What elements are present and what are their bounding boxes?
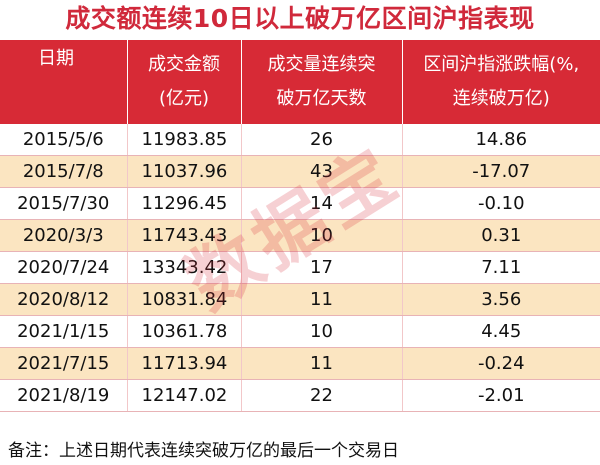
cell-change: 0.31 [402, 219, 600, 252]
cell-days: 22 [241, 379, 403, 412]
header-date-line1: 日期 [38, 48, 74, 69]
table-row: 2021/7/15 11713.94 11 -0.24 [0, 347, 600, 380]
table-row: 2015/5/6 11983.85 26 14.86 [0, 124, 600, 156]
cell-days: 17 [241, 251, 403, 284]
cell-date: 2021/8/19 [0, 379, 128, 412]
cell-days: 26 [241, 124, 403, 156]
header-amount-line2: (亿元) [158, 88, 210, 109]
cell-change: 14.86 [402, 124, 600, 156]
cell-amount: 13343.42 [127, 251, 242, 284]
cell-days: 11 [241, 283, 403, 316]
table-body: 2015/5/6 11983.85 26 14.86 2015/7/8 11037.96 4… [0, 124, 600, 412]
header-days-line2: 破万亿天数 [276, 88, 367, 109]
cell-date: 2020/3/3 [0, 219, 128, 252]
cell-change: 3.56 [402, 283, 600, 316]
header-date: 日期 [0, 40, 128, 124]
cell-date: 2021/1/15 [0, 315, 128, 348]
table-row: 2015/7/8 11037.96 43 -17.07 [0, 155, 600, 188]
cell-days: 43 [241, 155, 403, 188]
cell-days: 10 [241, 315, 403, 348]
cell-amount: 11713.94 [127, 347, 242, 380]
cell-change: 4.45 [402, 315, 600, 348]
cell-date: 2020/7/24 [0, 251, 128, 284]
header-days-line1: 成交量连续突 [267, 54, 376, 75]
cell-change: -17.07 [402, 155, 600, 188]
cell-amount: 11743.43 [127, 219, 242, 252]
table-row: 2021/8/19 12147.02 22 -2.01 [0, 379, 600, 412]
cell-days: 14 [241, 187, 403, 220]
header-change: 区间沪指涨跌幅(%, 连续破万亿) [402, 40, 600, 124]
cell-change: -2.01 [402, 379, 600, 412]
table-row: 2015/7/30 11296.45 14 -0.10 [0, 187, 600, 220]
cell-date: 2020/8/12 [0, 283, 128, 316]
cell-days: 11 [241, 347, 403, 380]
cell-amount: 12147.02 [127, 379, 242, 412]
page-title: 成交额连续10日以上破万亿区间沪指表现 [65, 4, 535, 33]
header-change-line2: 连续破万亿) [452, 88, 550, 109]
cell-date: 2015/5/6 [0, 124, 128, 156]
header-days: 成交量连续突 破万亿天数 [241, 40, 403, 124]
data-table: 日期 成交金额 (亿元) 成交量连续突 破万亿天数 区间沪指涨跌幅(%, 连续破… [0, 40, 600, 412]
cell-amount: 11296.45 [127, 187, 242, 220]
cell-amount: 10361.78 [127, 315, 242, 348]
header-change-line1: 区间沪指涨跌幅(%, [423, 54, 580, 75]
table-row: 2020/8/12 10831.84 11 3.56 [0, 283, 600, 316]
table-row: 2021/1/15 10361.78 10 4.45 [0, 315, 600, 348]
cell-amount: 11037.96 [127, 155, 242, 188]
cell-change: -0.24 [402, 347, 600, 380]
header-amount-line1: 成交金额 [148, 54, 220, 75]
cell-date: 2021/7/15 [0, 347, 128, 380]
cell-amount: 10831.84 [127, 283, 242, 316]
cell-date: 2015/7/30 [0, 187, 128, 220]
table-row: 2020/3/3 11743.43 10 0.31 [0, 219, 600, 252]
cell-change: -0.10 [402, 187, 600, 220]
cell-amount: 11983.85 [127, 124, 242, 156]
table-row: 2020/7/24 13343.42 17 7.11 [0, 251, 600, 284]
cell-date: 2015/7/8 [0, 155, 128, 188]
header-amount: 成交金额 (亿元) [127, 40, 242, 124]
cell-days: 10 [241, 219, 403, 252]
cell-change: 7.11 [402, 251, 600, 284]
footnote: 备注：上述日期代表连续突破万亿的最后一个交易日 [8, 441, 399, 461]
table-header: 日期 成交金额 (亿元) 成交量连续突 破万亿天数 区间沪指涨跌幅(%, 连续破… [0, 40, 600, 124]
